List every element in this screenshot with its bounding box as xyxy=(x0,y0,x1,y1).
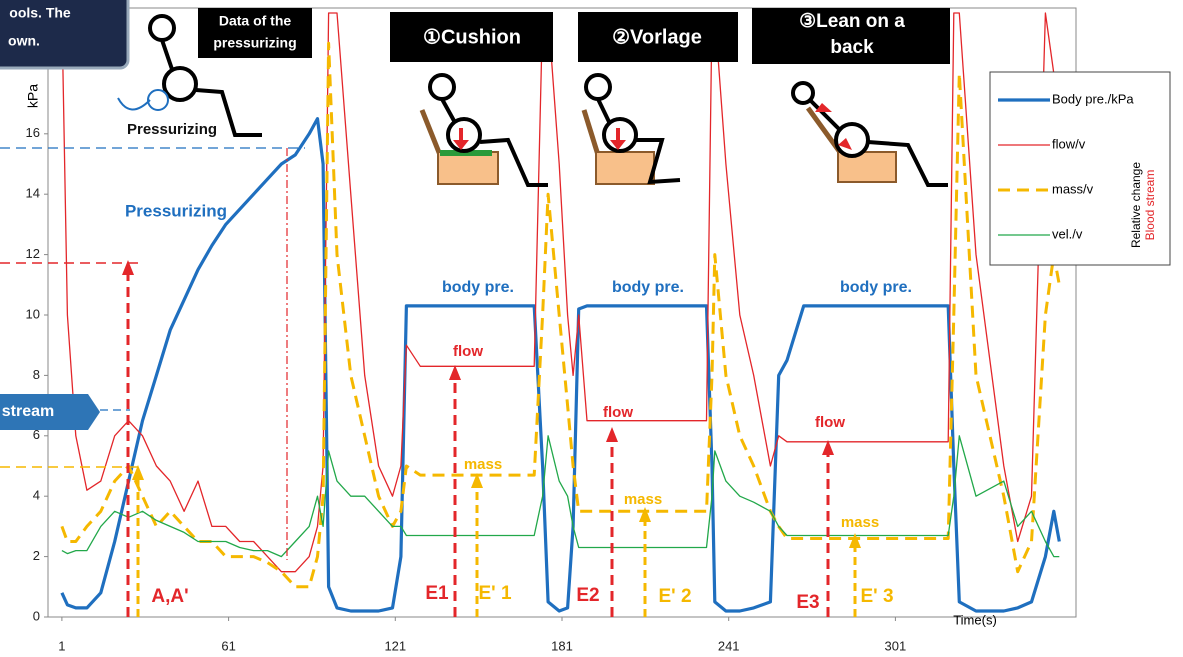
annotation: Pressurizing xyxy=(127,121,217,138)
y-tick-label: 12 xyxy=(26,246,40,261)
annotation: mass xyxy=(841,514,879,531)
annotation: E' 3 xyxy=(860,586,893,607)
annotation: E1 xyxy=(425,583,449,604)
annotation: mass xyxy=(464,456,502,473)
annotation: ③Lean on a xyxy=(799,11,905,32)
annotation: E2 xyxy=(576,585,599,606)
legend-label: Body pre./kPa xyxy=(1052,91,1134,106)
y-tick-label: 0 xyxy=(33,608,40,623)
annotation: own. xyxy=(8,33,40,49)
legend-label: vel./v xyxy=(1052,226,1083,241)
annotation: stream xyxy=(2,403,54,420)
legend-label: mass/v xyxy=(1052,181,1094,196)
y-axis-label: kPa xyxy=(25,84,41,108)
y-tick-label: 4 xyxy=(33,488,40,503)
x-tick-label: 61 xyxy=(221,638,235,653)
legend-note: Blood stream xyxy=(1143,170,1157,241)
x-tick-label: 121 xyxy=(384,638,406,653)
y-tick-label: 10 xyxy=(26,306,40,321)
x-tick-label: 1 xyxy=(58,638,65,653)
plot-frame xyxy=(48,8,1076,617)
annotation: ①Cushion xyxy=(423,26,521,48)
annotation: Data of the xyxy=(219,13,292,29)
annotation: E3 xyxy=(796,592,819,613)
annotation: ools. The xyxy=(9,5,71,21)
annotation: E' 1 xyxy=(478,583,511,604)
annotation: flow xyxy=(815,414,845,431)
annotation: E' 2 xyxy=(658,586,691,607)
annotation: Pressurizing xyxy=(125,201,227,220)
page: {"chart_data": {"type": "line", "x": [1,… xyxy=(0,0,1183,657)
x-tick-label: 241 xyxy=(718,638,740,653)
y-tick-label: 6 xyxy=(33,427,40,442)
annotation: A,A' xyxy=(151,586,188,607)
annotation: mass xyxy=(624,491,662,508)
annotation: body pre. xyxy=(442,279,514,296)
pressure-arrows xyxy=(453,103,852,150)
legend-label: flow/v xyxy=(1052,136,1086,151)
annotation: back xyxy=(830,37,874,58)
legend-note: Relative change xyxy=(1129,162,1143,248)
annotation: flow xyxy=(453,343,483,360)
annotation: body pre. xyxy=(840,279,912,296)
annotation: flow xyxy=(603,404,633,421)
x-tick-label: 301 xyxy=(885,638,907,653)
x-axis-label: Time(s) xyxy=(953,612,997,627)
annotation: body pre. xyxy=(612,279,684,296)
y-tick-label: 14 xyxy=(26,186,40,201)
series-layer xyxy=(62,13,1059,611)
y-tick-label: 2 xyxy=(33,548,40,563)
annotation: pressurizing xyxy=(213,35,296,51)
annotation: ②Vorlage xyxy=(612,26,702,48)
y-tick-label: 8 xyxy=(33,367,40,382)
chart: Body pre./kPa flow/v mass/v vel./v Relative… xyxy=(0,0,1183,657)
x-tick-label: 181 xyxy=(551,638,573,653)
y-tick-label: 16 xyxy=(26,125,40,140)
